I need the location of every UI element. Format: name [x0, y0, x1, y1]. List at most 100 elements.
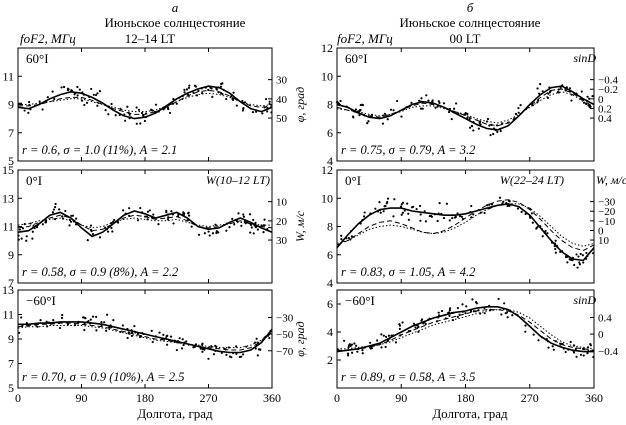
panel-b2-obs-point — [470, 216, 473, 219]
panel-b3-obs-point — [449, 307, 452, 310]
panel-b3-obs-point — [398, 327, 401, 330]
panel-a2-rtick-label: 30 — [276, 235, 288, 247]
panel-a3-obs-point — [83, 328, 86, 332]
panel-b3-rtick-label: 0.4 — [598, 312, 612, 324]
panel-a1-obs-point — [104, 109, 107, 112]
panel-b3-obs-point — [420, 319, 423, 322]
panel-a1-obs-point — [232, 91, 235, 94]
panel-a2-obs-point — [165, 211, 168, 214]
panel-a1-rtick-label: 50 — [276, 113, 288, 125]
panel-b1-model-dashed — [336, 88, 595, 127]
panel-a3-obs-point — [199, 347, 202, 350]
panel-b3-obs-point — [401, 321, 404, 324]
panel-a3-obs-point — [18, 331, 21, 334]
panel-b2-stats: r = 0.83, σ = 1.05, A = 4.2 — [341, 265, 475, 279]
panel-b2-obs-point — [577, 255, 580, 258]
panel-a1-obs-point — [51, 90, 54, 93]
panel-b1-obs-point — [495, 124, 499, 127]
panel-b3-obs-point — [369, 341, 372, 344]
panel-a3-ytick-label: 7 — [8, 357, 14, 371]
panel-a2-obs-point — [71, 214, 74, 217]
panel-b2-model-solid — [336, 203, 595, 262]
panel-b2-obs-point — [428, 214, 431, 218]
panel-a1-obs-point — [235, 104, 238, 107]
panel-a1-obs-point — [220, 82, 223, 86]
panel-b2-ytick-label: 8 — [327, 220, 333, 234]
panel-b3-obs-point — [469, 310, 473, 313]
panel-b3-obs-point — [582, 354, 585, 357]
panel-a3-xtick-label: 0 — [15, 391, 21, 405]
panel-b1-obs-point — [434, 106, 437, 109]
panel-a3-obs-point — [58, 326, 62, 330]
panel-b2-ytick-label: 6 — [327, 248, 333, 262]
panel-a3-obs-point — [181, 338, 184, 341]
panel-a1-obs-point — [268, 102, 271, 106]
panel-a2-obs-point — [214, 223, 217, 226]
panel-b3-obs-point — [417, 330, 420, 333]
panel-a2-obs-point — [136, 219, 140, 222]
panel-a1-obs-point — [172, 97, 175, 101]
panel-b3-obs-point — [356, 350, 359, 353]
panel-b2-obs-point — [445, 202, 448, 205]
panel-b3-obs-point — [369, 347, 372, 350]
panel-b1-obs-point — [418, 99, 421, 102]
panel-a1-obs-point — [215, 88, 218, 91]
panel-b1-obs-point — [386, 118, 389, 121]
panel-a2-obs-point — [207, 230, 210, 233]
panel-b2-obs-point — [579, 252, 582, 256]
panel-a1-obs-point — [268, 100, 271, 103]
panel-b1-obs-point — [489, 134, 492, 137]
panel-a1-model-solid — [17, 85, 273, 120]
panel-b2-obs-point — [374, 207, 377, 210]
panel-b2-obs-point — [520, 210, 523, 213]
panel-a1-obs-point — [143, 119, 147, 123]
panel-a2-obs-point — [64, 209, 67, 213]
panel-b1-obs-point — [568, 87, 572, 90]
panel-a1-obs-point — [175, 102, 178, 105]
panel-b1-obs-point — [395, 99, 399, 103]
panel-b2-obs-point — [363, 211, 366, 214]
panel-b3-rtick-label: 0 — [598, 329, 604, 341]
panel-b2-lat-label: 0°I — [345, 173, 361, 188]
panel-a1-obs-point — [225, 97, 228, 101]
panel-b3-obs-point — [351, 351, 354, 354]
panel-a3-obs-point — [126, 336, 129, 340]
panel-a1-obs-point — [96, 92, 99, 95]
panel-a1-obs-point — [135, 106, 138, 109]
panel-b3-obs-point — [465, 305, 468, 308]
panel-b2-obs-point — [530, 212, 533, 215]
panel-a3-obs-point — [95, 315, 98, 318]
panel-b2-obs-point — [578, 261, 581, 264]
panel-a3-obs-point — [169, 335, 173, 338]
panel-b2-obs-point — [415, 207, 418, 211]
panel-b3-xtick-label: 180 — [457, 391, 475, 405]
panel-a2-obs-point — [217, 231, 220, 234]
panel-b1-ytick-label: 4 — [327, 154, 333, 168]
panel-a2-obs-point — [113, 218, 116, 222]
panel-b1-obs-point — [470, 124, 473, 127]
panel-b2-obs-point — [573, 263, 576, 267]
panel-a2-obs-point — [242, 215, 246, 218]
panel-b1-obs-point — [468, 126, 472, 129]
panel-b2-obs-point — [470, 204, 473, 208]
panel-b1-obs-point — [472, 129, 475, 132]
panel-a1-obs-point — [96, 104, 99, 107]
panel-a2-obs-point — [31, 237, 34, 240]
panel-a3-obs-point — [255, 337, 258, 340]
panel-b3: 0 90 180 270 360 2 4 6 0.4 0 −0.4 sinD −60°I r = 0.89… — [327, 289, 618, 405]
panel-b3-obs-point — [503, 302, 506, 305]
panel-a1-obs-point — [168, 111, 172, 115]
panel-a1-obs-point — [98, 89, 102, 93]
panel-a1-obs-point — [80, 99, 84, 102]
panel-a1-obs-point — [242, 106, 245, 110]
panel-a2-obs-point — [51, 211, 54, 214]
panel-a3-obs-point — [158, 331, 161, 334]
panel-a1-obs-point — [185, 88, 189, 91]
panel-a3-obs-point — [180, 347, 184, 350]
panel-b2-obs-point — [578, 263, 582, 266]
panel-a1-obs-point — [183, 91, 186, 94]
panel-a2-obs-point — [208, 234, 211, 237]
panel-b3-obs-point — [440, 309, 444, 313]
